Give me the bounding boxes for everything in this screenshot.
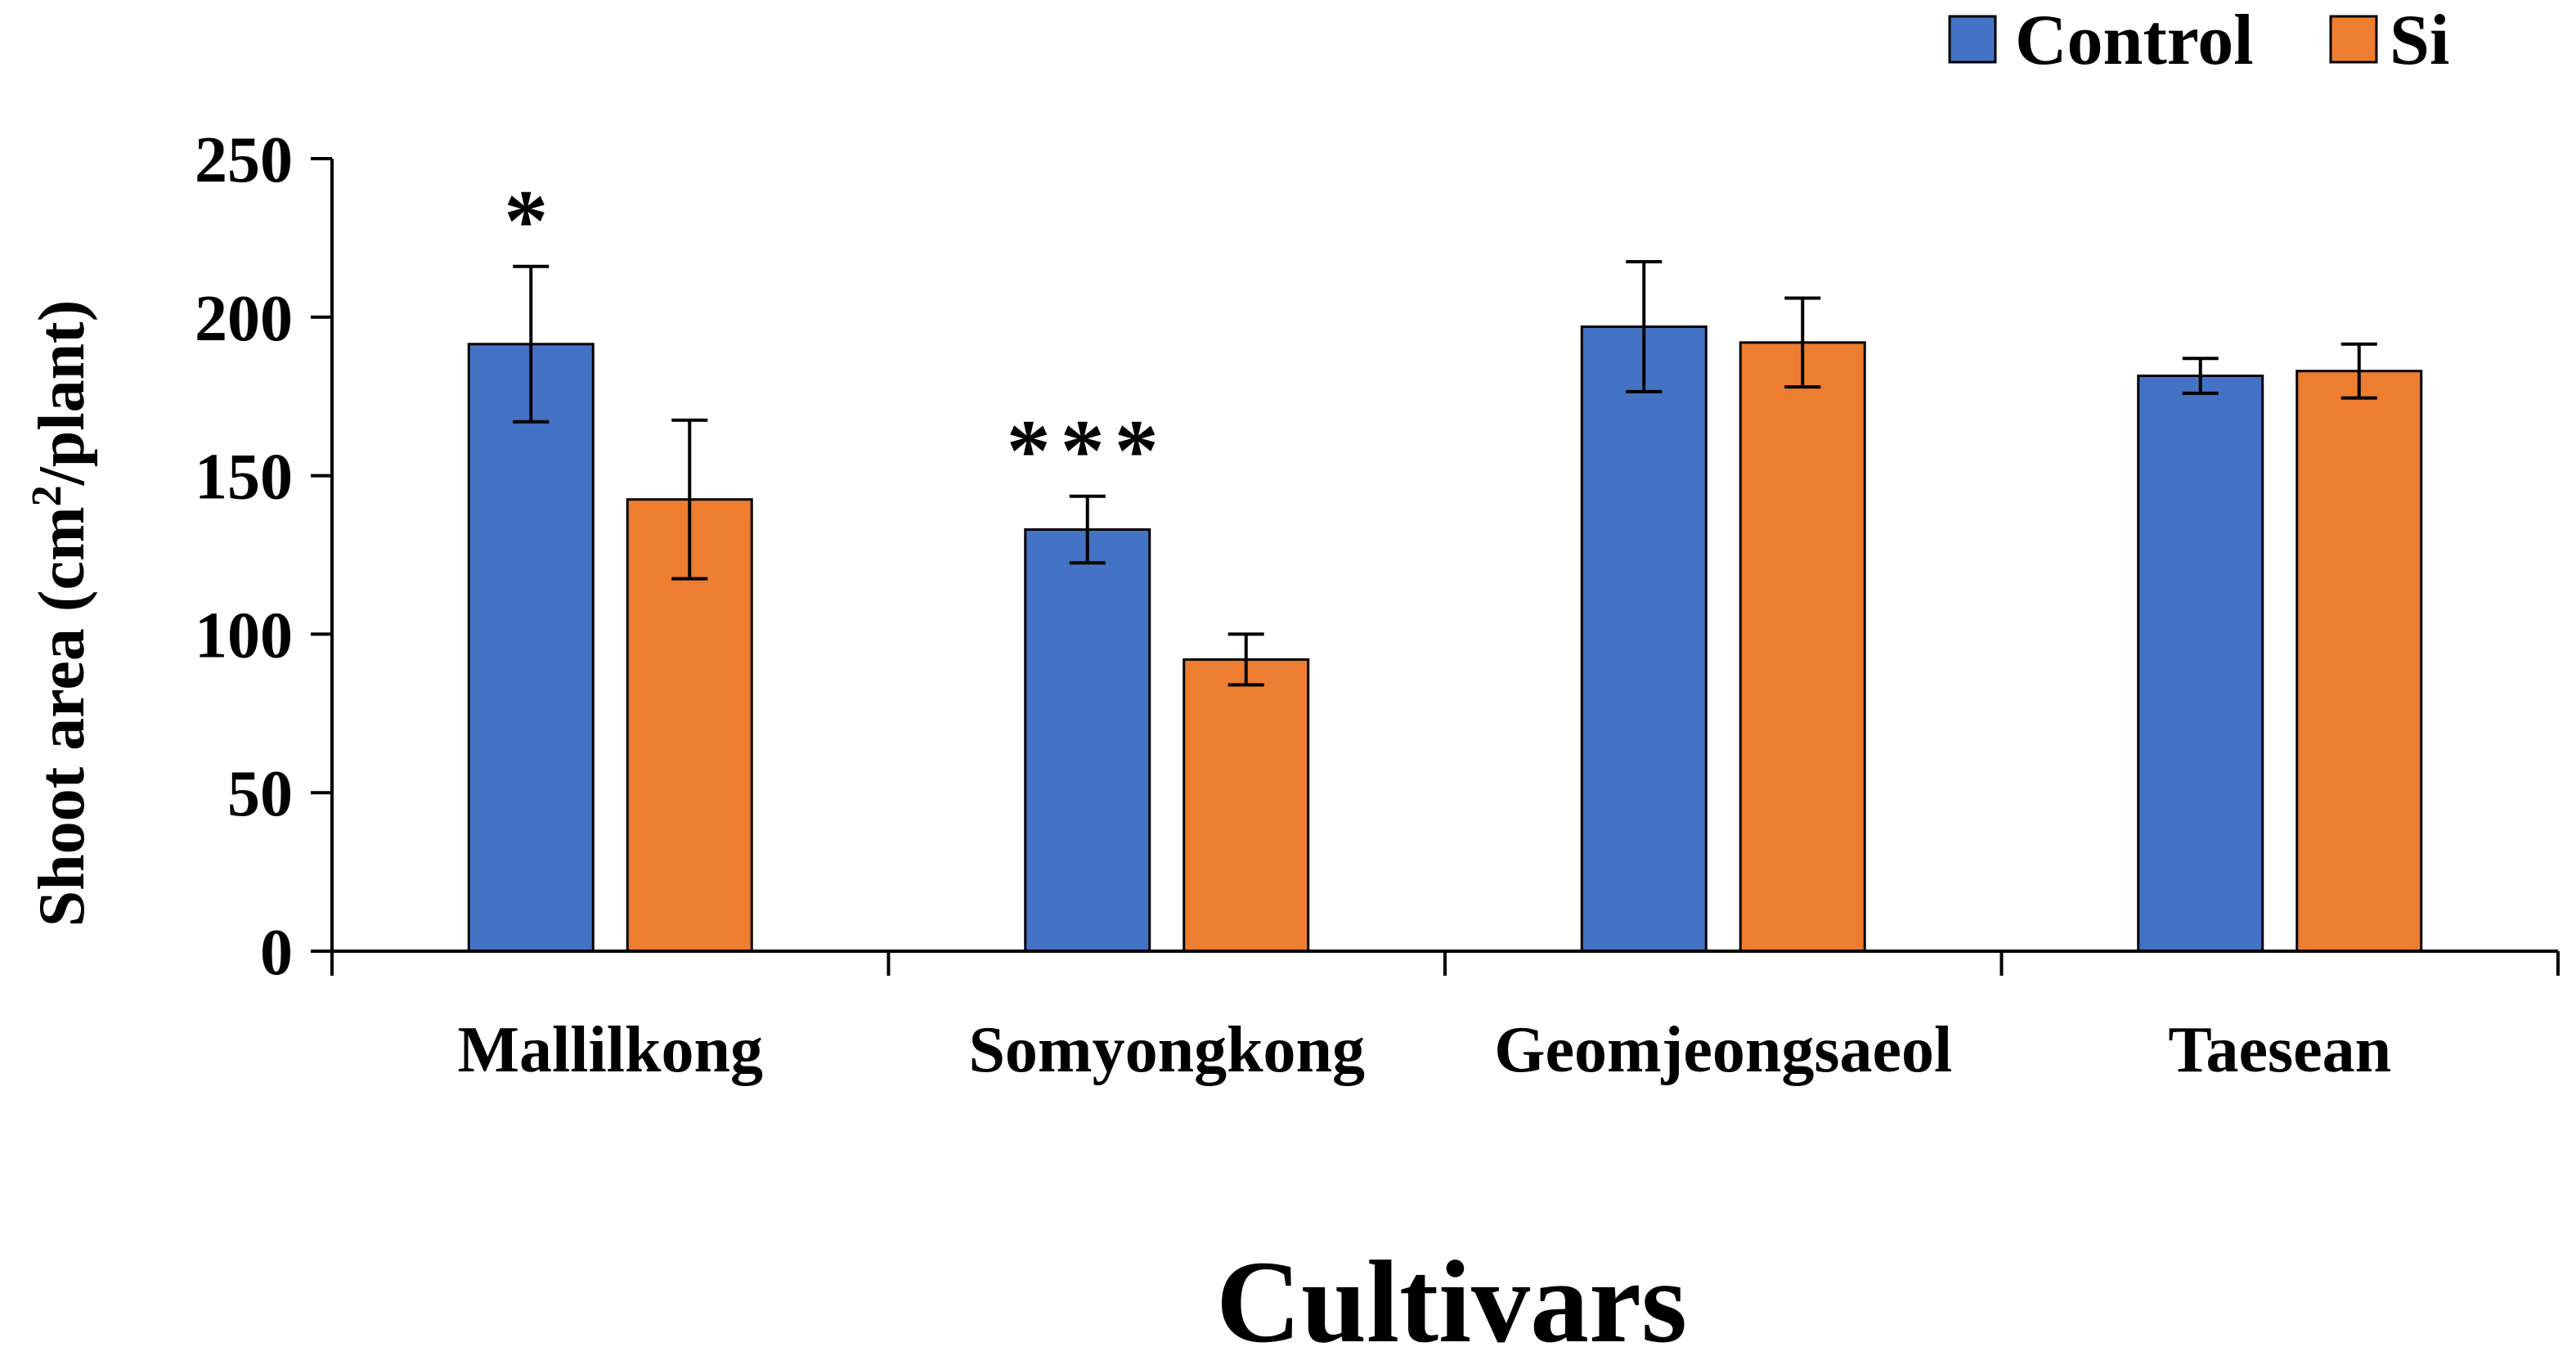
legend-swatch-si	[2329, 15, 2378, 64]
x-ticks-layer	[330, 951, 2560, 976]
category-label: Mallilkong	[458, 1014, 763, 1086]
y-axis-title-main: Shoot area (cm	[26, 506, 98, 927]
bar-si	[1183, 658, 1310, 953]
bar-control	[1024, 528, 1151, 953]
significance-marker: *	[504, 173, 558, 270]
y-tick-label: 100	[195, 599, 293, 671]
y-tick-label: 150	[195, 442, 293, 514]
y-tick-label: 50	[227, 758, 293, 830]
bar-control	[2137, 375, 2264, 953]
significance-marker: ***	[1007, 402, 1169, 500]
y-tick-label: 250	[195, 124, 293, 196]
bar-si	[1739, 341, 1866, 953]
legend-swatch-control	[1948, 15, 1997, 64]
bar-control	[1580, 325, 1708, 953]
significance-annotations-layer: ****	[504, 173, 1169, 500]
category-label: Taesean	[2168, 1014, 2391, 1086]
error-bars-layer	[513, 259, 2377, 687]
y-axis-title: Shoot area (cm2/plant)	[24, 300, 98, 927]
y-axis-title-tail: /plant)	[26, 300, 98, 487]
category-labels-layer: Mallilkong Somyongkong Geomjeongsaeol Taese…	[458, 1014, 2392, 1086]
bar-control	[467, 343, 595, 953]
y-tick-label: 0	[260, 917, 293, 989]
y-ticks-layer: 0 50 100 150 200 250	[195, 124, 332, 989]
legend: Control Si	[1948, 1, 2449, 80]
bars-layer	[467, 325, 2423, 953]
category-label: Somyongkong	[968, 1014, 1365, 1086]
x-axis-title: Cultivars	[1216, 1237, 1687, 1356]
bar-si	[2296, 370, 2423, 953]
legend-label-si: Si	[2390, 1, 2449, 80]
y-axis-title-superscript: 2	[24, 485, 70, 506]
category-label: Geomjeongsaeol	[1494, 1014, 1952, 1086]
y-tick-label: 200	[195, 283, 293, 355]
legend-label-control: Control	[2015, 1, 2254, 80]
